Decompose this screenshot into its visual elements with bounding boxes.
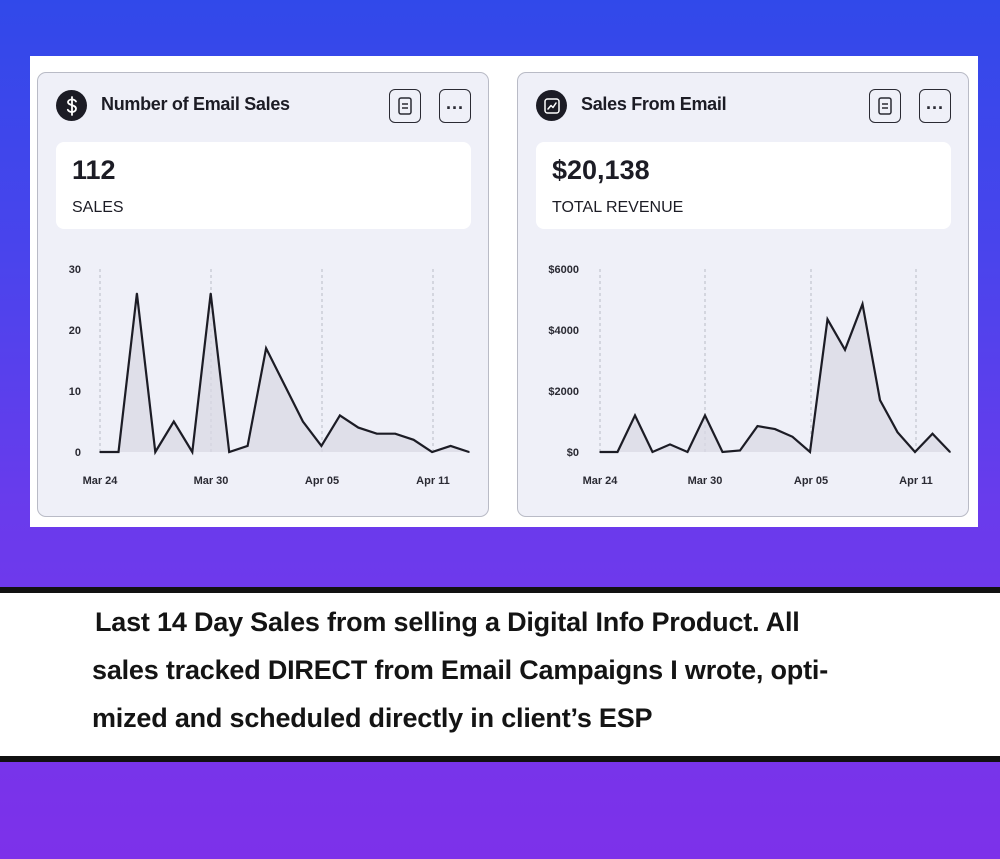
data-point: [599, 451, 601, 453]
data-point: [228, 451, 230, 453]
data-point: [449, 445, 452, 447]
y-tick-label: $2000: [548, 386, 579, 398]
dashboard-panel: Number of Email Sales ... 112 SALES 0 10 2…: [30, 56, 978, 527]
data-point: [739, 449, 741, 452]
document-icon: [398, 97, 412, 115]
series-area: [100, 293, 469, 452]
stat-label: TOTAL REVENUE: [552, 199, 684, 216]
ellipsis-icon: ...: [445, 93, 464, 113]
card-title: Sales From Email: [581, 94, 727, 114]
x-tick-label: Apr 11: [899, 475, 933, 487]
data-point: [844, 349, 846, 351]
more-options-button[interactable]: ...: [439, 89, 471, 123]
caption-line-3: mized and scheduled directly in client’s…: [92, 703, 653, 733]
caption-band: Last 14 Day Sales from selling a Digital…: [0, 587, 1000, 762]
data-point: [283, 384, 286, 386]
stat-value: $20,138: [552, 155, 650, 185]
data-point: [861, 303, 864, 305]
dollar-icon: [56, 90, 87, 121]
data-point: [357, 426, 360, 429]
sales-count-chart: 0 10 20 30 Mar 24 Mar 30 Apr 05 Apr 11: [69, 264, 470, 487]
y-tick-label: $6000: [548, 264, 579, 276]
report-button[interactable]: [389, 89, 421, 123]
email-revenue-card: Sales From Email ... $20,138 TOTAL REVEN…: [517, 72, 969, 517]
x-tick-label: Apr 05: [305, 475, 339, 487]
data-point: [375, 432, 378, 435]
data-point: [191, 451, 194, 453]
more-options-button[interactable]: ...: [919, 89, 951, 123]
document-icon: [878, 97, 892, 115]
data-point: [265, 347, 267, 350]
x-tick-label: Apr 05: [794, 475, 828, 487]
x-tick-label: Mar 30: [688, 475, 723, 487]
stat-box: $20,138 TOTAL REVENUE: [536, 142, 951, 229]
data-point: [949, 451, 951, 453]
data-point: [136, 292, 138, 295]
data-point: [914, 451, 916, 453]
data-point: [791, 435, 794, 438]
data-point: [756, 425, 759, 427]
y-tick-label: 30: [69, 264, 81, 276]
data-point: [99, 451, 101, 453]
data-point: [320, 445, 323, 447]
x-tick-label: Mar 24: [583, 475, 619, 487]
y-tick-label: $4000: [548, 325, 579, 337]
ellipsis-icon: ...: [925, 93, 944, 113]
x-tick-label: Mar 30: [194, 475, 229, 487]
data-point: [412, 439, 415, 441]
data-point: [339, 414, 341, 417]
data-point: [686, 451, 689, 453]
data-point: [209, 292, 212, 295]
data-point: [431, 451, 433, 453]
stat-value: 112: [72, 155, 116, 185]
data-point: [117, 451, 120, 453]
y-tick-label: 20: [69, 325, 81, 337]
data-point: [394, 432, 397, 435]
caption-line-1: Last 14 Day Sales from selling a Digital…: [95, 607, 800, 637]
card-title: Number of Email Sales: [101, 94, 290, 114]
data-point: [879, 399, 881, 401]
stat-label: SALES: [72, 199, 124, 216]
data-point: [302, 420, 304, 423]
y-tick-label: 0: [75, 447, 81, 459]
y-tick-label: $0: [567, 447, 579, 459]
data-point: [246, 445, 249, 447]
data-point: [826, 318, 829, 321]
data-point: [896, 431, 899, 433]
data-point: [704, 414, 706, 417]
y-tick-label: 10: [69, 386, 81, 398]
data-point: [669, 443, 671, 446]
report-button[interactable]: [869, 89, 901, 123]
data-point: [154, 451, 157, 453]
data-point: [774, 428, 776, 430]
stat-box: 112 SALES: [56, 142, 471, 229]
x-tick-label: Apr 11: [416, 475, 450, 487]
data-point: [634, 414, 636, 417]
data-point: [173, 420, 175, 423]
trend-chart-icon: [536, 90, 567, 121]
email-sales-card: Number of Email Sales ... 112 SALES 0 10 2…: [37, 72, 489, 517]
data-point: [809, 451, 811, 453]
series-area: [600, 304, 950, 452]
data-point: [651, 451, 654, 453]
data-point: [721, 451, 724, 453]
x-tick-label: Mar 24: [83, 475, 119, 487]
revenue-chart: $0 $2000 $4000 $6000 Mar 24 Mar 30 Apr 05 Apr 1…: [548, 264, 951, 487]
caption-line-2: sales tracked DIRECT from Email Campaign…: [92, 655, 828, 685]
data-point: [468, 451, 470, 453]
data-point: [931, 432, 934, 435]
data-point: [616, 451, 619, 453]
